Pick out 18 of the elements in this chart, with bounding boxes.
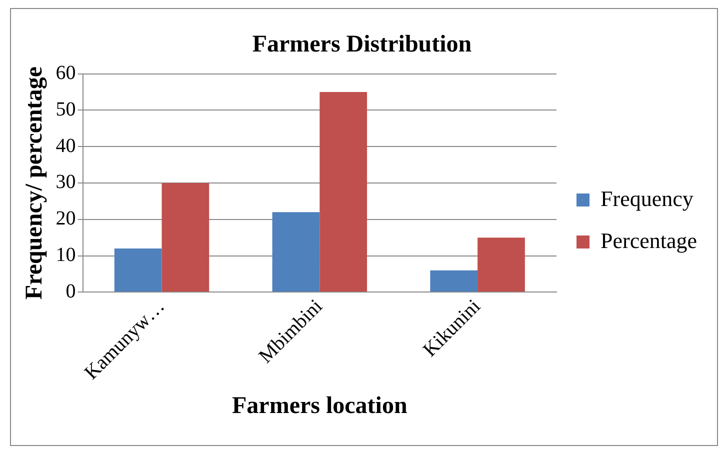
legend-label: Frequency (600, 186, 694, 211)
legend-label: Percentage (600, 228, 698, 253)
y-tick-label: 0 (66, 280, 76, 302)
y-tick-label: 10 (56, 244, 76, 266)
bar (162, 182, 210, 292)
bar (478, 238, 525, 292)
y-axis-title: Frequency/ percentage (22, 66, 48, 300)
bar (272, 212, 320, 292)
y-tick-label: 50 (56, 98, 76, 120)
y-tick-label: 30 (56, 171, 76, 194)
y-tick-label: 40 (56, 134, 76, 157)
bar (430, 270, 478, 292)
x-axis-title: Farmers location (232, 392, 408, 419)
y-tick-label: 20 (56, 208, 76, 230)
y-tick-label: 60 (56, 62, 76, 84)
bar (320, 92, 368, 292)
chart-title: Farmers Distribution (252, 32, 472, 58)
bar (114, 248, 162, 292)
